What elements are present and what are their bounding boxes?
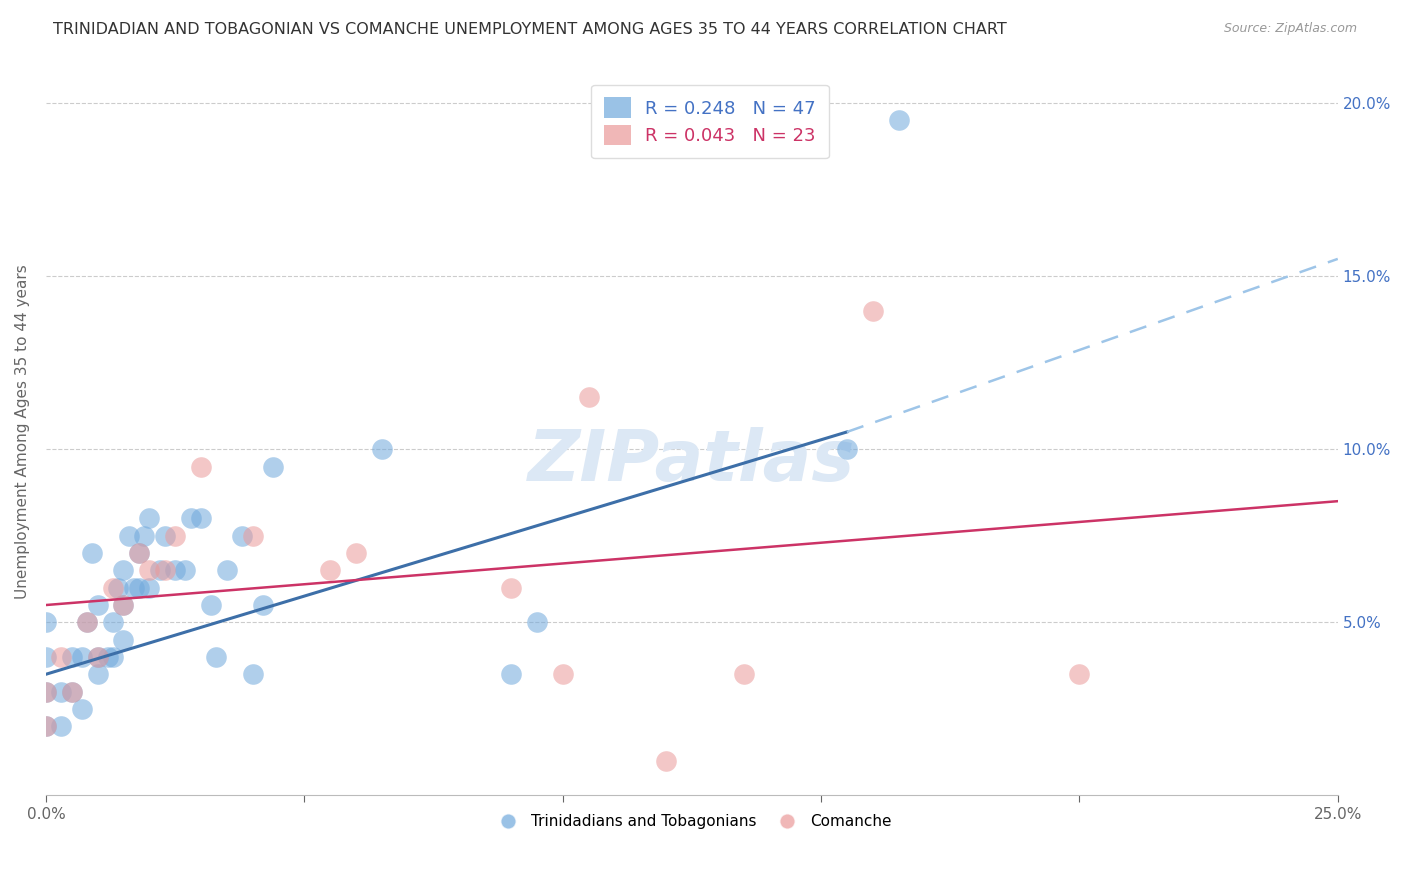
Point	[153, 563, 176, 577]
Point	[97, 649, 120, 664]
Point	[134, 529, 156, 543]
Point	[112, 598, 135, 612]
Point	[887, 113, 910, 128]
Point	[51, 719, 73, 733]
Point	[165, 563, 187, 577]
Point	[319, 563, 342, 577]
Point	[70, 649, 93, 664]
Point	[551, 667, 574, 681]
Point	[128, 546, 150, 560]
Point	[101, 615, 124, 630]
Point	[262, 459, 284, 474]
Point	[35, 684, 58, 698]
Point	[138, 511, 160, 525]
Y-axis label: Unemployment Among Ages 35 to 44 years: Unemployment Among Ages 35 to 44 years	[15, 265, 30, 599]
Point	[149, 563, 172, 577]
Point	[242, 529, 264, 543]
Point	[655, 754, 678, 768]
Point	[60, 684, 83, 698]
Point	[138, 581, 160, 595]
Point	[76, 615, 98, 630]
Point	[138, 563, 160, 577]
Point	[578, 390, 600, 404]
Point	[499, 581, 522, 595]
Point	[86, 649, 108, 664]
Point	[112, 632, 135, 647]
Point	[35, 719, 58, 733]
Point	[733, 667, 755, 681]
Point	[215, 563, 238, 577]
Point	[128, 581, 150, 595]
Text: Source: ZipAtlas.com: Source: ZipAtlas.com	[1223, 22, 1357, 36]
Point	[231, 529, 253, 543]
Point	[70, 702, 93, 716]
Point	[252, 598, 274, 612]
Point	[60, 684, 83, 698]
Point	[499, 667, 522, 681]
Point	[165, 529, 187, 543]
Point	[344, 546, 367, 560]
Point	[174, 563, 197, 577]
Point	[371, 442, 394, 457]
Point	[82, 546, 104, 560]
Point	[112, 563, 135, 577]
Point	[190, 459, 212, 474]
Point	[35, 684, 58, 698]
Point	[153, 529, 176, 543]
Point	[76, 615, 98, 630]
Text: ZIPatlas: ZIPatlas	[529, 426, 856, 496]
Text: TRINIDADIAN AND TOBAGONIAN VS COMANCHE UNEMPLOYMENT AMONG AGES 35 TO 44 YEARS CO: TRINIDADIAN AND TOBAGONIAN VS COMANCHE U…	[53, 22, 1007, 37]
Point	[107, 581, 129, 595]
Point	[205, 649, 228, 664]
Point	[51, 684, 73, 698]
Point	[86, 649, 108, 664]
Point	[862, 303, 884, 318]
Point	[117, 529, 139, 543]
Point	[180, 511, 202, 525]
Point	[35, 649, 58, 664]
Point	[242, 667, 264, 681]
Point	[86, 667, 108, 681]
Point	[51, 649, 73, 664]
Point	[86, 598, 108, 612]
Legend: Trinidadians and Tobagonians, Comanche: Trinidadians and Tobagonians, Comanche	[486, 808, 897, 835]
Point	[112, 598, 135, 612]
Point	[101, 581, 124, 595]
Point	[200, 598, 222, 612]
Point	[835, 442, 858, 457]
Point	[526, 615, 548, 630]
Point	[1069, 667, 1091, 681]
Point	[128, 546, 150, 560]
Point	[35, 615, 58, 630]
Point	[35, 719, 58, 733]
Point	[122, 581, 145, 595]
Point	[60, 649, 83, 664]
Point	[101, 649, 124, 664]
Point	[190, 511, 212, 525]
